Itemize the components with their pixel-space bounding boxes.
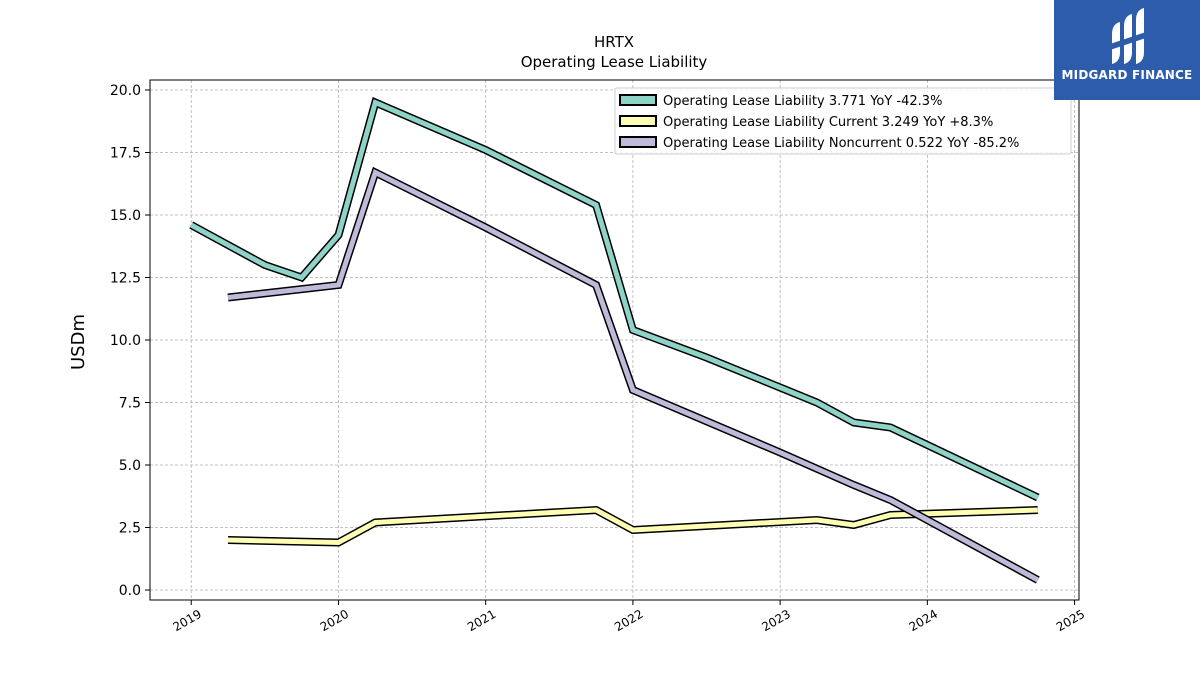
- y-tick-label: 2.5: [119, 521, 141, 537]
- logo-mark-icon: [1110, 8, 1146, 64]
- y-tick-label: 15.0: [110, 208, 141, 224]
- legend-box: [614, 87, 1072, 155]
- chart-subtitle: Operating Lease Liability: [521, 53, 708, 71]
- x-tick-label: 2023: [759, 607, 792, 634]
- legend-label-3: Operating Lease Liability Noncurrent 0.5…: [663, 136, 1019, 151]
- y-tick-label: 12.5: [110, 271, 141, 287]
- x-tick-label: 2020: [318, 607, 351, 634]
- x-tick-label: 2021: [465, 607, 498, 634]
- y-tick-label: 17.5: [110, 146, 141, 162]
- y-tick-label: 5.0: [119, 458, 141, 474]
- y-axis: 0.0 2.5 5.0 7.5 10.0 12.5 15.0 17.5 20.0: [110, 83, 150, 599]
- y-axis-label: USDm: [68, 314, 89, 370]
- legend-swatch-2: [619, 115, 657, 127]
- midgard-finance-logo: MIDGARD FINANCE: [1054, 0, 1200, 100]
- y-tick-label: 7.5: [119, 396, 141, 412]
- series-layer: [189, 97, 1040, 584]
- legend-swatch-1: [619, 94, 657, 106]
- series-line-3: [227, 168, 1039, 583]
- x-axis: 2019 2020 2021 2022 2023 2024 2025: [170, 600, 1087, 634]
- chart-title: HRTX: [594, 33, 634, 51]
- logo-text: MIDGARD FINANCE: [1061, 68, 1193, 82]
- grid: [150, 80, 1079, 600]
- x-tick-label: 2019: [170, 607, 203, 634]
- series-line-2: [227, 507, 1038, 546]
- y-tick-label: 10.0: [110, 333, 141, 349]
- legend: Operating Lease Liability 3.771 YoY -42.…: [614, 87, 1072, 155]
- legend-swatch-3: [619, 136, 657, 148]
- x-tick-label: 2022: [612, 607, 645, 634]
- x-tick-label: 2025: [1054, 607, 1087, 634]
- series-line-1: [190, 99, 1039, 500]
- legend-label-1: Operating Lease Liability 3.771 YoY -42.…: [663, 94, 942, 109]
- y-tick-label: 0.0: [119, 583, 141, 599]
- legend-label-2: Operating Lease Liability Current 3.249 …: [663, 115, 993, 130]
- y-tick-label: 20.0: [110, 83, 141, 99]
- x-tick-label: 2024: [907, 607, 940, 634]
